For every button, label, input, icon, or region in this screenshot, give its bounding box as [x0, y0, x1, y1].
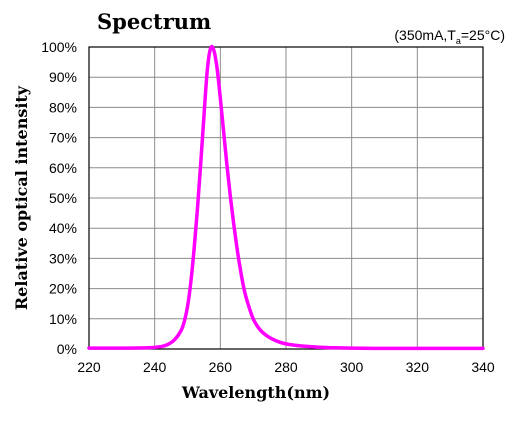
x-tick-label: 320 — [406, 359, 430, 375]
x-tick-label: 280 — [274, 359, 298, 375]
y-tick-label: 0% — [57, 341, 77, 357]
y-tick-label: 100% — [41, 39, 77, 55]
spectrum-series-line — [87, 44, 485, 351]
y-tick-label: 70% — [49, 130, 77, 146]
x-tick-label: 240 — [143, 359, 167, 375]
x-tick-label: 300 — [340, 359, 364, 375]
chart-title: Spectrum — [97, 9, 211, 34]
grid — [89, 47, 483, 349]
condition-prefix: (350mA,T — [394, 27, 456, 43]
series-group — [87, 44, 485, 351]
y-tick-label: 20% — [49, 281, 77, 297]
condition-suffix: =25°C) — [461, 27, 505, 43]
y-tick-labels: 0% 10% 20% 30% 40% 50% 60% 70% 80% 90% 100% — [41, 39, 77, 357]
y-axis-label: Relative optical intensity — [12, 85, 31, 310]
y-tick-label: 90% — [49, 69, 77, 85]
y-tick-label: 30% — [49, 250, 77, 266]
y-tick-label: 10% — [49, 311, 77, 327]
x-axis-label: Wavelength(nm) — [181, 383, 330, 402]
x-tick-label: 260 — [209, 359, 233, 375]
y-tick-label: 80% — [49, 99, 77, 115]
y-tick-label: 50% — [49, 190, 77, 206]
x-tick-labels: 220 240 260 280 300 320 340 — [77, 359, 495, 375]
y-tick-label: 60% — [49, 160, 77, 176]
plot-frame — [88, 46, 484, 350]
x-tick-label: 220 — [77, 359, 101, 375]
x-tick-label: 340 — [471, 359, 495, 375]
measurement-condition: (350mA,Ta=25°C) — [394, 27, 505, 46]
condition-subscript: a — [456, 36, 461, 46]
y-tick-label: 40% — [49, 220, 77, 236]
